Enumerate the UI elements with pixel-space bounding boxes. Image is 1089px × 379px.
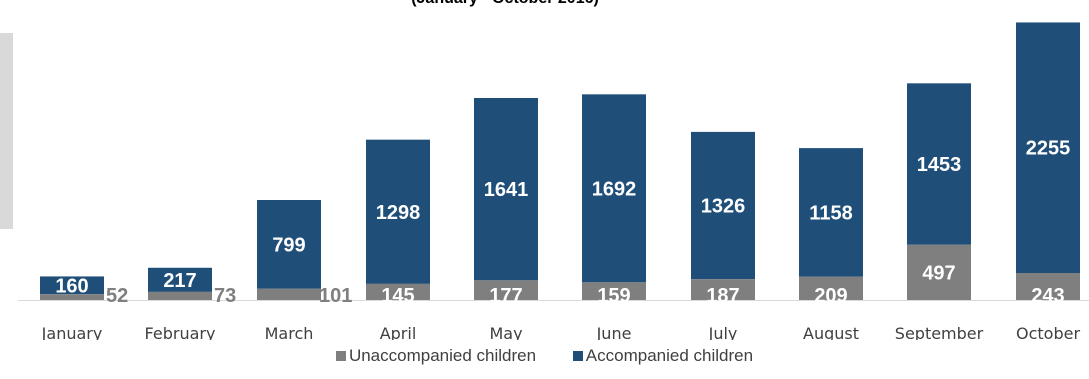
bar-accompanied-july [691,131,755,280]
side-panel-edge [0,33,13,229]
legend-swatch-accompanied [572,351,583,361]
data-label-accompanied-april: 1298 [376,202,421,224]
x-tick-label-april: April [380,324,417,340]
data-label-unaccompanied-april: 145 [381,285,414,307]
data-label-unaccompanied-june: 159 [597,285,630,307]
bar-unaccompanied-january [40,294,104,300]
x-tick-label-august: August [803,324,859,340]
x-tick-label-march: March [265,324,314,340]
legend: Unaccompanied children Accompanied child… [0,346,1089,366]
bar-unaccompanied-february [148,291,212,300]
data-label-accompanied-august: 1158 [809,202,852,224]
data-label-accompanied-march: 799 [272,234,305,256]
data-label-unaccompanied-september: 497 [922,262,955,284]
data-label-accompanied-january: 160 [55,275,88,297]
bar-unaccompanied-august [799,276,863,300]
bar-accompanied-august [799,148,863,277]
legend-label-unaccompanied: Unaccompanied children [348,346,537,365]
x-tick-label-february: February [145,324,216,340]
bar-accompanied-september [907,83,971,245]
bar-accompanied-may [474,98,538,281]
bar-accompanied-april [366,139,430,284]
bar-unaccompanied-march [257,288,321,300]
x-tick-label-june: June [596,324,632,340]
data-label-accompanied-february: 217 [163,270,196,292]
data-label-accompanied-september: 1453 [917,154,962,176]
legend-swatch-unaccompanied [335,351,346,361]
bar-accompanied-february [148,267,212,292]
chart-subtitle: (January - October 2016) [0,0,1010,8]
data-label-unaccompanied-august: 209 [814,285,847,307]
data-label-accompanied-october: 2255 [1026,138,1071,160]
bar-accompanied-october [1016,22,1080,274]
legend-item-unaccompanied: Unaccompanied children [335,346,537,366]
data-label-unaccompanied-january: 52 [106,285,128,307]
bar-unaccompanied-april [366,283,430,300]
bar-unaccompanied-may [474,280,538,300]
bar-unaccompanied-october [1016,273,1080,300]
bar-accompanied-june [582,94,646,283]
data-label-unaccompanied-march: 101 [319,285,352,307]
data-label-unaccompanied-may: 177 [489,285,522,307]
data-label-accompanied-may: 1641 [484,179,529,201]
data-label-unaccompanied-october: 243 [1031,285,1064,307]
legend-item-accompanied: Accompanied children [572,346,754,366]
x-tick-label-january: January [41,324,103,340]
data-label-accompanied-june: 1692 [592,178,637,200]
x-tick-label-july: July [708,324,738,340]
legend-label-accompanied: Accompanied children [585,346,754,365]
x-tick-label-october: October [1016,324,1080,340]
bar-chart: 160 52 January 217 73 February 799 101 March 1298… [18,22,1089,340]
data-label-unaccompanied-february: 73 [214,285,236,307]
bar-unaccompanied-july [691,279,755,300]
x-tick-label-may: May [489,324,522,340]
bar-unaccompanied-june [582,282,646,300]
x-tick-label-september: September [895,324,984,340]
bar-accompanied-january [40,276,104,295]
bar-accompanied-march [257,200,321,289]
data-label-unaccompanied-july: 187 [706,285,739,307]
data-label-accompanied-july: 1326 [701,196,746,218]
bar-unaccompanied-september [907,244,971,300]
